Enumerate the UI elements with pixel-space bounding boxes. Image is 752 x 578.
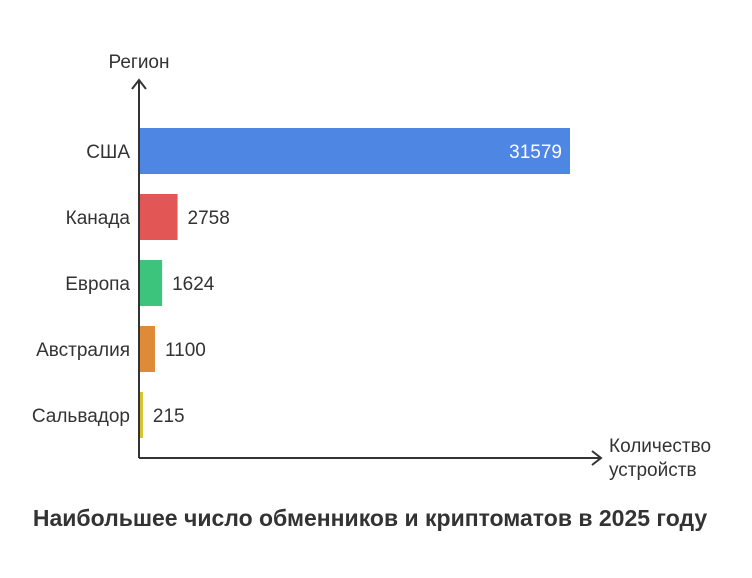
axes: Регион Количество устройств	[108, 52, 711, 481]
bars: США 31579 Канада 2758 Европа 1624 Австралия 110…	[32, 128, 570, 438]
category-label-4: Сальвадор	[32, 406, 130, 427]
bar-3	[140, 326, 155, 372]
bar-2	[140, 260, 163, 306]
value-label-1: 2758	[188, 208, 230, 229]
bar-0	[140, 128, 570, 174]
x-axis-arrow	[591, 450, 603, 466]
y-axis-arrow	[131, 78, 147, 90]
x-axis-title-line-1: Количество	[609, 436, 711, 457]
value-label-0: 31579	[509, 142, 562, 163]
value-label-2: 1624	[172, 274, 215, 295]
category-label-3: Австралия	[36, 340, 130, 361]
bar-1	[140, 194, 178, 240]
category-label-2: Европа	[65, 274, 130, 295]
value-label-3: 1100	[165, 340, 206, 361]
category-label-1: Канада	[66, 208, 131, 229]
bar-4	[140, 392, 143, 438]
category-label-0: США	[86, 142, 130, 163]
x-axis-title-line-2: устройств	[609, 460, 697, 481]
value-label-4: 215	[153, 406, 185, 427]
chart-title: Наибольшее число обменников и криптомато…	[32, 505, 708, 531]
y-axis-title: Регион	[108, 52, 169, 73]
